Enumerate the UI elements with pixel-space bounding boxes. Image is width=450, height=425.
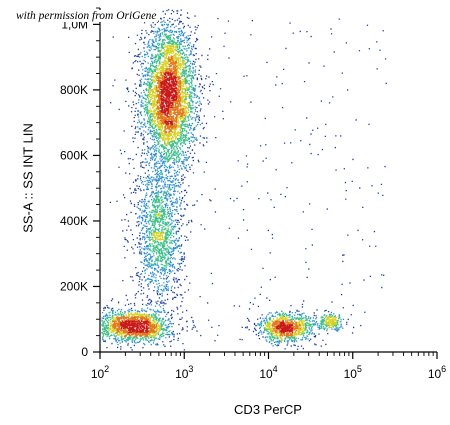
x-tick-label: 106 (428, 364, 446, 381)
permission-watermark: with permission from OriGene (14, 10, 159, 22)
event-dots (101, 9, 387, 351)
y-tick-label: 400K (60, 214, 88, 228)
event-dots-d8d020 (108, 44, 338, 342)
y-tick-label: 800K (60, 83, 88, 97)
y-tick-label: 0 (81, 345, 88, 359)
axes (93, 7, 438, 359)
y-tick-label: 200K (60, 279, 88, 293)
y-tick-label: 600K (60, 148, 88, 162)
event-dots-3fbf8a (101, 32, 341, 342)
x-tick-label: 105 (344, 364, 362, 381)
x-tick-label: 102 (91, 364, 109, 381)
x-tick-label: 103 (175, 364, 193, 381)
y-axis-label: SS-A :: SS INT LIN (20, 123, 36, 233)
event-dots-c81818 (120, 72, 294, 334)
event-dots-e07818 (112, 56, 302, 338)
event-dots-2f8fd0 (101, 20, 345, 347)
event-dots-1f3f9e (103, 9, 387, 351)
x-axis-label: CD3 PerCP (234, 402, 302, 417)
x-tick-label: 104 (259, 364, 277, 381)
